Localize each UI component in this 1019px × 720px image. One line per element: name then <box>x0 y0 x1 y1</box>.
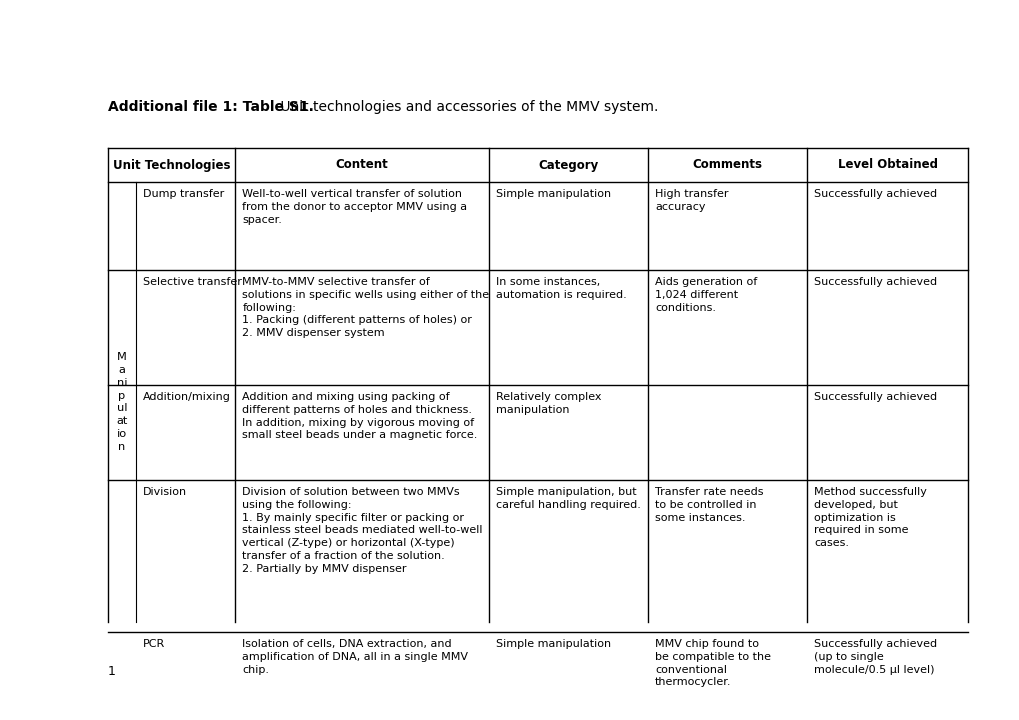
Text: MMV chip found to
be compatible to the
conventional
thermocycler.: MMV chip found to be compatible to the c… <box>654 639 770 688</box>
Text: Selective transfer: Selective transfer <box>143 277 242 287</box>
Text: Simple manipulation, but
careful handling required.: Simple manipulation, but careful handlin… <box>495 487 640 510</box>
Text: Addition/mixing: Addition/mixing <box>143 392 230 402</box>
Text: In some instances,
automation is required.: In some instances, automation is require… <box>495 277 626 300</box>
Text: MMV-to-MMV selective transfer of
solutions in specific wells using either of the: MMV-to-MMV selective transfer of solutio… <box>243 277 489 338</box>
Text: Comments: Comments <box>692 158 762 171</box>
Text: Successfully achieved: Successfully achieved <box>813 392 936 402</box>
Text: Unit Technologies: Unit Technologies <box>113 158 230 171</box>
Text: Isolation of cells, DNA extraction, and
amplification of DNA, all in a single MM: Isolation of cells, DNA extraction, and … <box>243 639 468 675</box>
Text: Successfully achieved: Successfully achieved <box>813 189 936 199</box>
Text: PCR: PCR <box>143 639 165 649</box>
Text: Aids generation of
1,024 different
conditions.: Aids generation of 1,024 different condi… <box>654 277 756 312</box>
Text: Division of solution between two MMVs
using the following:
1. By mainly specific: Division of solution between two MMVs us… <box>243 487 482 574</box>
Text: Content: Content <box>335 158 388 171</box>
Text: Method successfully
developed, but
optimization is
required in some
cases.: Method successfully developed, but optim… <box>813 487 926 548</box>
Text: Simple manipulation: Simple manipulation <box>495 639 610 649</box>
Text: Dump transfer: Dump transfer <box>143 189 224 199</box>
Text: Division: Division <box>143 487 186 497</box>
Text: Successfully achieved: Successfully achieved <box>813 277 936 287</box>
Text: M
a
ni
p
ul
at
io
n: M a ni p ul at io n <box>116 352 127 452</box>
Text: Additional file 1: Table S1.: Additional file 1: Table S1. <box>108 100 314 114</box>
Text: Category: Category <box>538 158 598 171</box>
Text: Simple manipulation: Simple manipulation <box>495 189 610 199</box>
Text: Well-to-well vertical transfer of solution
from the donor to acceptor MMV using : Well-to-well vertical transfer of soluti… <box>243 189 467 225</box>
Text: Unit technologies and accessories of the MMV system.: Unit technologies and accessories of the… <box>276 100 657 114</box>
Text: Level Obtained: Level Obtained <box>837 158 936 171</box>
Text: Addition and mixing using packing of
different patterns of holes and thickness.
: Addition and mixing using packing of dif… <box>243 392 477 441</box>
Text: High transfer
accuracy: High transfer accuracy <box>654 189 728 212</box>
Text: Successfully achieved
(up to single
molecule/0.5 μl level): Successfully achieved (up to single mole… <box>813 639 936 675</box>
Text: 1: 1 <box>108 665 116 678</box>
Text: Transfer rate needs
to be controlled in
some instances.: Transfer rate needs to be controlled in … <box>654 487 763 523</box>
Text: Relatively complex
manipulation: Relatively complex manipulation <box>495 392 601 415</box>
